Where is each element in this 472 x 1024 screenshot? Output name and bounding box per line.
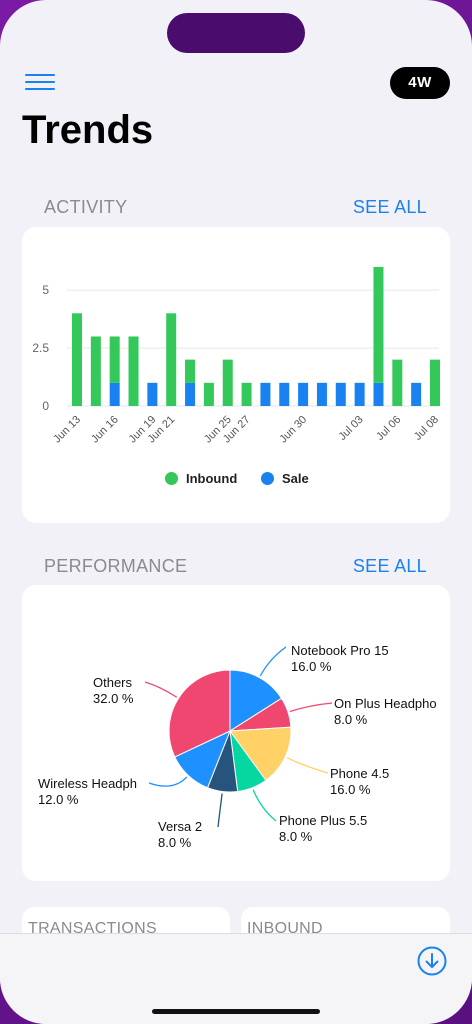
y-tick-label: 0 [42,399,49,413]
bar-sale [260,382,271,406]
x-tick-label: Jul 08 [412,414,441,443]
bar-inbound [90,336,101,406]
x-tick-label: Jun 16 [89,414,121,446]
bar-sale [354,382,365,406]
pie-label-on-plus-headphones: On Plus Headpho 8.0 % [334,696,437,727]
legend-dot-sale [261,472,274,485]
page-title: Trends [22,108,154,152]
x-tick-label: Jul 03 [337,414,366,443]
bar-sale [109,382,120,406]
bar-inbound [128,336,139,406]
bar-inbound [203,382,214,406]
bar-sale [316,382,327,406]
legend-dot-inbound [165,472,178,485]
pie-slice [229,726,292,782]
pie-leader-line [217,793,223,828]
home-indicator [152,1009,320,1014]
download-button[interactable] [417,946,447,976]
activity-section-label: ACTIVITY [44,197,128,217]
y-tick-label: 2.5 [32,341,49,355]
pie-label-phone-4-5: Phone 4.5 16.0 % [330,766,390,797]
pie-leader-line [144,681,178,698]
performance-see-all-button[interactable]: SEE ALL [352,556,427,576]
bar-inbound [166,313,177,406]
activity-card: 0 2.5 5 Jun 13 Jun 16 Jun 19 Jun 21 Jun 25 Jun 2… [22,227,450,523]
pie-label-wireless-headphones: Wireless Headph 12.0 % [38,776,137,807]
performance-card: Notebook Pro 15 16.0 % On Plus Headpho 8.0… [22,585,450,881]
bar-inbound [392,359,403,406]
x-tick-label: Jun 30 [277,414,309,446]
x-tick-label: Jun 13 [51,414,83,446]
pie-leader-line [259,646,287,677]
menu-button[interactable] [24,72,56,94]
bar-sale [279,382,290,406]
dynamic-island [167,13,305,53]
bar-sale [298,382,309,406]
pie-slice [229,669,283,732]
inbound-label: INBOUND [247,920,323,937]
bottom-toolbar [0,933,472,1024]
bar-inbound [241,382,252,406]
pie-label-versa-2: Versa 2 8.0 % [158,819,203,850]
legend-inbound: Inbound [165,471,237,486]
legend-sale: Sale [261,471,309,486]
pie-leader-line [289,702,333,713]
pie-leader-line [286,757,329,774]
transactions-label: TRANSACTIONS [28,920,157,937]
pie-label-others: Others 32.0 % [93,675,134,706]
bar-inbound [430,359,440,406]
pie-leader-line [252,789,277,822]
pie-label-phone-plus-5-5: Phone Plus 5.5 8.0 % [279,813,368,844]
bar-inbound [222,359,233,406]
bar-sale [147,382,158,406]
bar-sale [411,382,422,406]
bar-sale [373,382,384,406]
bar-inbound [72,313,82,406]
x-tick-label: Jul 06 [374,414,403,443]
bar-inbound [185,359,196,383]
hamburger-icon [25,74,55,77]
bar-sale [185,382,196,406]
pie-leader-line [148,776,188,787]
activity-see-all-button[interactable]: SEE ALL [352,197,427,217]
period-button[interactable]: 4W [390,67,450,99]
performance-pie-chart [144,646,333,828]
pie-slice [168,669,231,758]
bar-inbound [373,266,384,383]
download-circle-icon [417,946,447,976]
performance-section-label: PERFORMANCE [44,556,188,576]
bar-sale [335,382,346,406]
bar-inbound [109,336,120,383]
pie-label-notebook-pro: Notebook Pro 15 16.0 % [291,643,389,674]
y-tick-label: 5 [42,283,49,297]
